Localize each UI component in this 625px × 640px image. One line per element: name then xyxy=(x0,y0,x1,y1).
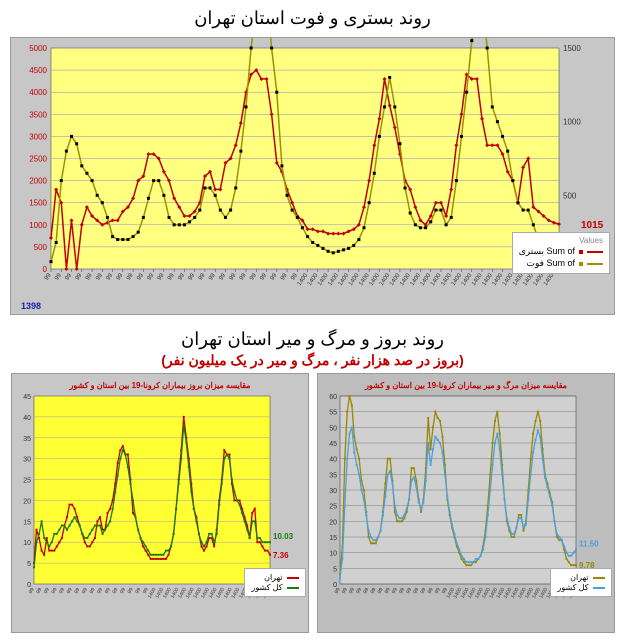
bottom-section-subtitle: (بروز در صد هزار نفر ، مرگ و میر در یک م… xyxy=(0,352,625,369)
svg-text:5: 5 xyxy=(333,566,337,573)
svg-text:99: 99 xyxy=(96,587,104,595)
svg-text:99: 99 xyxy=(81,587,89,595)
svg-text:99: 99 xyxy=(27,587,35,595)
svg-text:99: 99 xyxy=(75,272,84,281)
svg-text:3500: 3500 xyxy=(29,110,47,119)
svg-text:35: 35 xyxy=(329,472,337,479)
svg-text:99: 99 xyxy=(85,272,94,281)
svg-text:99: 99 xyxy=(136,272,145,281)
svg-text:35: 35 xyxy=(23,436,31,443)
svg-text:99: 99 xyxy=(54,272,63,281)
svg-text:4500: 4500 xyxy=(29,66,47,75)
svg-text:99: 99 xyxy=(147,272,156,281)
svg-text:40: 40 xyxy=(23,415,31,422)
svg-text:99: 99 xyxy=(35,587,43,595)
svg-text:99: 99 xyxy=(64,272,73,281)
svg-text:99: 99 xyxy=(58,587,66,595)
svg-text:99: 99 xyxy=(198,272,207,281)
svg-text:99: 99 xyxy=(239,272,248,281)
svg-text:30: 30 xyxy=(329,488,337,495)
svg-text:1500: 1500 xyxy=(563,44,581,53)
bottom-chart-row: مقایسه میزان بروز بیماران کرونا-19 بین ا… xyxy=(0,369,625,637)
svg-text:99: 99 xyxy=(42,587,50,595)
svg-text:1500: 1500 xyxy=(29,199,47,208)
svg-text:99: 99 xyxy=(259,272,268,281)
svg-text:5000: 5000 xyxy=(29,44,47,53)
bottom-left-chart: مقایسه میزان بروز بیماران کرونا-19 بین ا… xyxy=(11,373,309,633)
svg-text:50: 50 xyxy=(329,425,337,432)
svg-text:2000: 2000 xyxy=(29,177,47,186)
svg-text:99: 99 xyxy=(218,272,227,281)
svg-text:99: 99 xyxy=(188,272,197,281)
svg-text:4000: 4000 xyxy=(29,88,47,97)
svg-text:99: 99 xyxy=(134,587,142,595)
svg-text:99: 99 xyxy=(208,272,217,281)
svg-text:2500: 2500 xyxy=(29,155,47,164)
svg-text:99: 99 xyxy=(177,272,186,281)
svg-text:40: 40 xyxy=(329,457,337,464)
top-chart-title: روند بستری و فوت استان تهران xyxy=(0,0,625,37)
svg-text:99: 99 xyxy=(116,272,125,281)
page-root: روند بستری و فوت استان تهران 05001000150… xyxy=(0,0,625,640)
svg-text:99: 99 xyxy=(103,587,111,595)
svg-text:15: 15 xyxy=(329,535,337,542)
svg-text:10: 10 xyxy=(23,540,31,547)
svg-text:99: 99 xyxy=(88,587,96,595)
svg-text:25: 25 xyxy=(23,478,31,485)
svg-text:99: 99 xyxy=(126,272,135,281)
svg-text:30: 30 xyxy=(23,457,31,464)
svg-text:1000: 1000 xyxy=(563,118,581,127)
svg-text:1400: 1400 xyxy=(543,272,556,287)
top-chart-container: 0500100015002000250030003500400045005000… xyxy=(10,37,615,315)
svg-text:99: 99 xyxy=(119,587,127,595)
svg-text:مقایسه میزان مرگ و میر بیماران: مقایسه میزان مرگ و میر بیماران کرونا-19 … xyxy=(364,380,567,391)
small-chart-legend: تهرانکل کشور xyxy=(550,568,611,597)
svg-text:99: 99 xyxy=(280,272,289,281)
svg-text:10: 10 xyxy=(329,551,337,558)
svg-text:55: 55 xyxy=(329,410,337,417)
svg-text:99: 99 xyxy=(249,272,258,281)
svg-text:45: 45 xyxy=(23,394,31,401)
svg-text:10.03: 10.03 xyxy=(273,532,294,541)
svg-text:99: 99 xyxy=(229,272,238,281)
svg-text:3000: 3000 xyxy=(29,132,47,141)
svg-text:1000: 1000 xyxy=(29,221,47,230)
svg-text:5: 5 xyxy=(27,561,31,568)
svg-text:99: 99 xyxy=(270,272,279,281)
svg-text:20: 20 xyxy=(329,519,337,526)
svg-text:99: 99 xyxy=(73,587,81,595)
bottom-right-chart: مقایسه میزان مرگ و میر بیماران کرونا-19 … xyxy=(317,373,615,633)
svg-text:60: 60 xyxy=(329,394,337,401)
svg-text:99: 99 xyxy=(105,272,114,281)
svg-text:500: 500 xyxy=(563,191,577,200)
svg-text:99: 99 xyxy=(126,587,134,595)
svg-text:99: 99 xyxy=(95,272,104,281)
svg-text:500: 500 xyxy=(34,243,48,252)
small-chart-legend: تهرانکل کشور xyxy=(244,568,305,597)
svg-text:25: 25 xyxy=(329,504,337,511)
svg-text:15: 15 xyxy=(23,519,31,526)
svg-text:1015: 1015 xyxy=(581,220,604,231)
top-chart-legend: ValuesSum of بستریSum of فوت xyxy=(512,232,610,274)
svg-text:20: 20 xyxy=(23,498,31,505)
bottom-section-title: روند بروز و مرگ و میر استان تهران xyxy=(0,321,625,352)
svg-text:99: 99 xyxy=(50,587,58,595)
svg-text:11.50: 11.50 xyxy=(579,540,599,549)
svg-text:99: 99 xyxy=(111,587,119,595)
svg-text:7.36: 7.36 xyxy=(273,551,289,560)
svg-text:99: 99 xyxy=(167,272,176,281)
svg-text:99: 99 xyxy=(65,587,73,595)
svg-text:45: 45 xyxy=(329,441,337,448)
svg-text:99: 99 xyxy=(157,272,166,281)
svg-text:1398: 1398 xyxy=(21,301,41,311)
svg-text:مقایسه میزان بروز بیماران کرون: مقایسه میزان بروز بیماران کرونا-19 بین ا… xyxy=(68,381,250,391)
